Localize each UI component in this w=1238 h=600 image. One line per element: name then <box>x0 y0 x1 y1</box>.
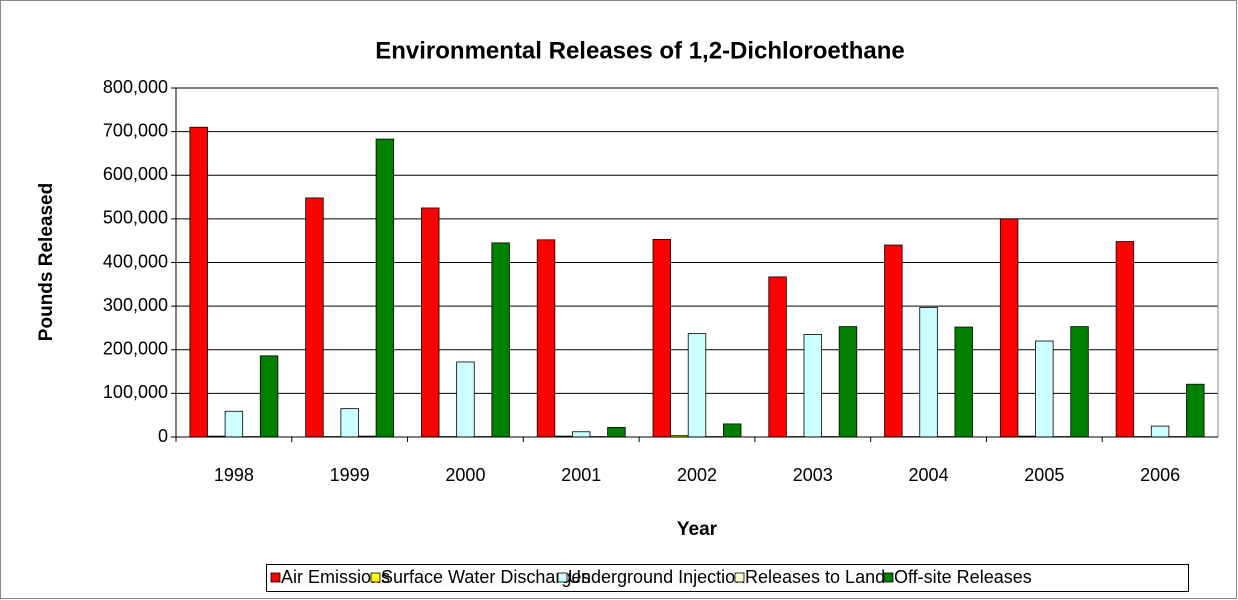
bar <box>305 197 324 438</box>
bar <box>1150 425 1170 438</box>
y-tick-label: 100,000 <box>103 382 168 402</box>
bar <box>607 427 626 438</box>
x-axis-label: Year <box>677 519 718 540</box>
bar <box>456 361 475 438</box>
legend-box <box>266 564 1189 592</box>
bar <box>340 408 359 438</box>
y-tick-label: 800,000 <box>103 77 168 97</box>
bar <box>1035 340 1054 438</box>
legend-label: Releases to Land <box>745 567 885 587</box>
y-tick-label: 0 <box>158 426 168 446</box>
legend-marker <box>883 572 894 583</box>
bar <box>259 355 279 438</box>
bar <box>572 431 591 438</box>
y-tick-label: 700,000 <box>103 120 168 140</box>
legend-label: Underground Injection <box>568 567 745 587</box>
bar <box>884 244 903 438</box>
legend-label: Air Emissions <box>281 567 390 587</box>
x-tick-label: 1999 <box>330 465 370 485</box>
bar <box>803 334 822 438</box>
bar <box>999 218 1019 438</box>
bar <box>491 242 510 438</box>
bar <box>687 333 707 438</box>
bar <box>375 138 395 438</box>
bar <box>1186 383 1205 438</box>
y-tick-label: 400,000 <box>103 251 168 271</box>
y-axis-label: Pounds Released <box>36 183 57 341</box>
x-tick-label: 2001 <box>561 465 601 485</box>
bar <box>838 326 858 438</box>
y-tick-label: 600,000 <box>103 164 168 184</box>
x-tick-label: 1998 <box>214 465 254 485</box>
bar <box>536 239 556 438</box>
y-tick-label: 500,000 <box>103 208 168 228</box>
x-tick-label: 2005 <box>1024 465 1064 485</box>
chart-title: Environmental Releases of 1,2-Dichloroet… <box>375 37 905 64</box>
bar <box>919 307 938 438</box>
legend-label: Surface Water Discharges <box>381 567 590 587</box>
y-tick-label: 300,000 <box>103 295 168 315</box>
bar <box>652 238 672 438</box>
x-tick-label: 2006 <box>1140 465 1180 485</box>
bar <box>768 276 787 438</box>
legend-marker <box>557 572 568 583</box>
bar <box>421 207 440 438</box>
legend-marker <box>370 572 381 583</box>
bar <box>1070 326 1089 438</box>
legend-label: Off-site Releases <box>894 567 1032 587</box>
bar <box>723 423 742 438</box>
bar <box>1115 241 1135 438</box>
legend-marker <box>270 572 281 583</box>
x-tick-label: 2000 <box>445 465 485 485</box>
x-tick-label: 2004 <box>909 465 949 485</box>
x-tick-label: 2003 <box>793 465 833 485</box>
bar <box>954 326 973 438</box>
x-tick-label: 2002 <box>677 465 717 485</box>
y-tick-label: 200,000 <box>103 339 168 359</box>
legend-marker <box>734 572 745 583</box>
bar <box>224 410 244 438</box>
bar <box>189 126 208 438</box>
